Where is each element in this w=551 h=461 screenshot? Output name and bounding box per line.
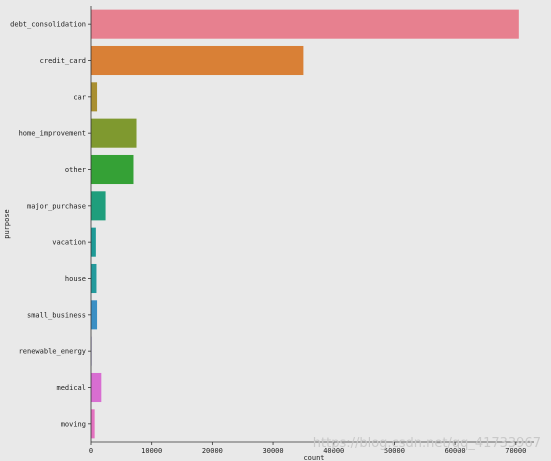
y-tick-label: moving xyxy=(61,420,86,428)
x-tick-label: 60000 xyxy=(445,447,466,455)
bar-vacation xyxy=(91,227,96,257)
bar-other xyxy=(91,154,134,185)
x-axis-label: count xyxy=(303,454,324,461)
y-tick-label: vacation xyxy=(52,239,86,247)
y-tick-label: renewable_energy xyxy=(19,348,86,356)
x-tick-label: 50000 xyxy=(384,447,405,455)
x-tick-label: 10000 xyxy=(141,447,162,455)
y-tick-label: major_purchase xyxy=(27,202,86,210)
x-ticks: 0 10000 20000 30000 40000 50000 60000 70000 xyxy=(89,442,526,455)
y-tick-label: car xyxy=(73,93,86,101)
y-tick-label: credit_card xyxy=(40,57,86,65)
x-tick-label: 70000 xyxy=(505,447,526,455)
bar-home-improvement xyxy=(91,118,137,148)
watermark-text: https://blog.csdn.net/qq_41733967 xyxy=(313,436,541,451)
y-tick-label: small_business xyxy=(27,311,86,319)
y-tick-label: home_improvement xyxy=(19,130,86,138)
bar-moving xyxy=(91,409,95,439)
bars-group xyxy=(91,9,519,439)
y-tick-label: other xyxy=(65,166,86,174)
x-tick-label: 30000 xyxy=(263,447,284,455)
bar-house xyxy=(91,263,97,294)
bar-small-business xyxy=(91,300,98,330)
bar-credit-card xyxy=(91,45,304,76)
bar-debt-consolidation xyxy=(91,9,519,39)
y-tick-label: house xyxy=(65,275,86,283)
bar-car xyxy=(91,82,98,112)
x-tick-label: 0 xyxy=(89,447,93,455)
y-tick-label: medical xyxy=(56,384,86,392)
x-tick-label: 20000 xyxy=(202,447,223,455)
bar-major-purchase xyxy=(91,191,106,221)
x-tick-label: 40000 xyxy=(323,447,344,455)
y-axis-label: purpose xyxy=(3,209,11,239)
bar-medical xyxy=(91,372,102,403)
y-tick-label: debt_consolidation xyxy=(10,21,86,29)
plot-area xyxy=(91,6,534,442)
